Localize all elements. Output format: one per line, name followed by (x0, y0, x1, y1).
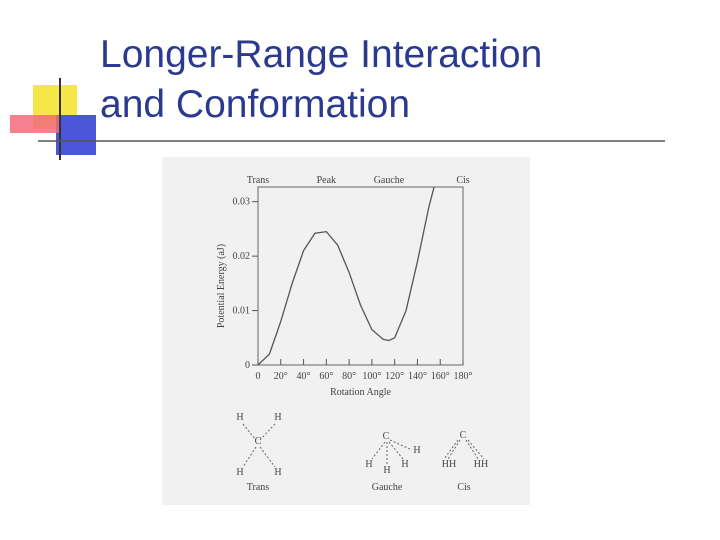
y-tick-label: 0.03 (233, 197, 251, 208)
atom: H (236, 412, 243, 423)
y-tick-label: 0.02 (233, 251, 251, 262)
atom: H (413, 445, 420, 456)
atom: H (274, 412, 281, 423)
x-tick-label: 20° (274, 371, 288, 382)
bond (371, 441, 386, 460)
x-tick-label: 100° (362, 371, 381, 382)
deco-bar (10, 115, 60, 133)
image-bg (162, 157, 530, 505)
atom: H (274, 467, 281, 478)
chart-image: 0 0.01 0.02 0.03 0 20° 40° 60° 80° 100° 120° 140° 16… (162, 157, 530, 505)
atom: H (365, 459, 372, 470)
top-label: Trans (247, 175, 270, 186)
y-axis-label: Potential Energy (aJ) (216, 244, 227, 328)
x-tick-label: 80° (342, 371, 356, 382)
curve (258, 187, 435, 365)
atom: C (255, 436, 262, 447)
atom: H (383, 465, 390, 476)
atom: C (383, 431, 390, 442)
molecule-caption: Trans (247, 482, 270, 493)
x-tick-label: 60° (319, 371, 333, 382)
deco-square (56, 115, 96, 155)
top-label: Gauche (374, 175, 405, 186)
plot-frame (257, 186, 464, 366)
top-label: Cis (456, 175, 469, 186)
atom: C (460, 430, 467, 441)
x-tick-label: 180° (454, 371, 473, 382)
atom: HH (442, 459, 456, 470)
bond (259, 446, 276, 468)
y-tick-label: 0 (245, 360, 250, 371)
bond (242, 423, 257, 441)
molecule-caption: Cis (457, 482, 470, 493)
atom: H (236, 467, 243, 478)
x-tick-label: 120° (385, 371, 404, 382)
title: Longer-Range Interaction (100, 33, 542, 76)
x-tick-label: 0 (256, 371, 261, 382)
molecule-caption: Gauche (372, 482, 403, 493)
top-label: Peak (317, 175, 336, 186)
x-axis-label: Rotation Angle (330, 387, 391, 398)
title: and Conformation (100, 83, 410, 126)
x-tick-label: 160° (431, 371, 450, 382)
atom: HH (474, 459, 488, 470)
x-tick-label: 40° (297, 371, 311, 382)
x-tick-label: 140° (408, 371, 427, 382)
atom: H (401, 459, 408, 470)
bond (389, 439, 413, 451)
bond (467, 439, 485, 460)
y-tick-label: 0.01 (233, 306, 251, 317)
